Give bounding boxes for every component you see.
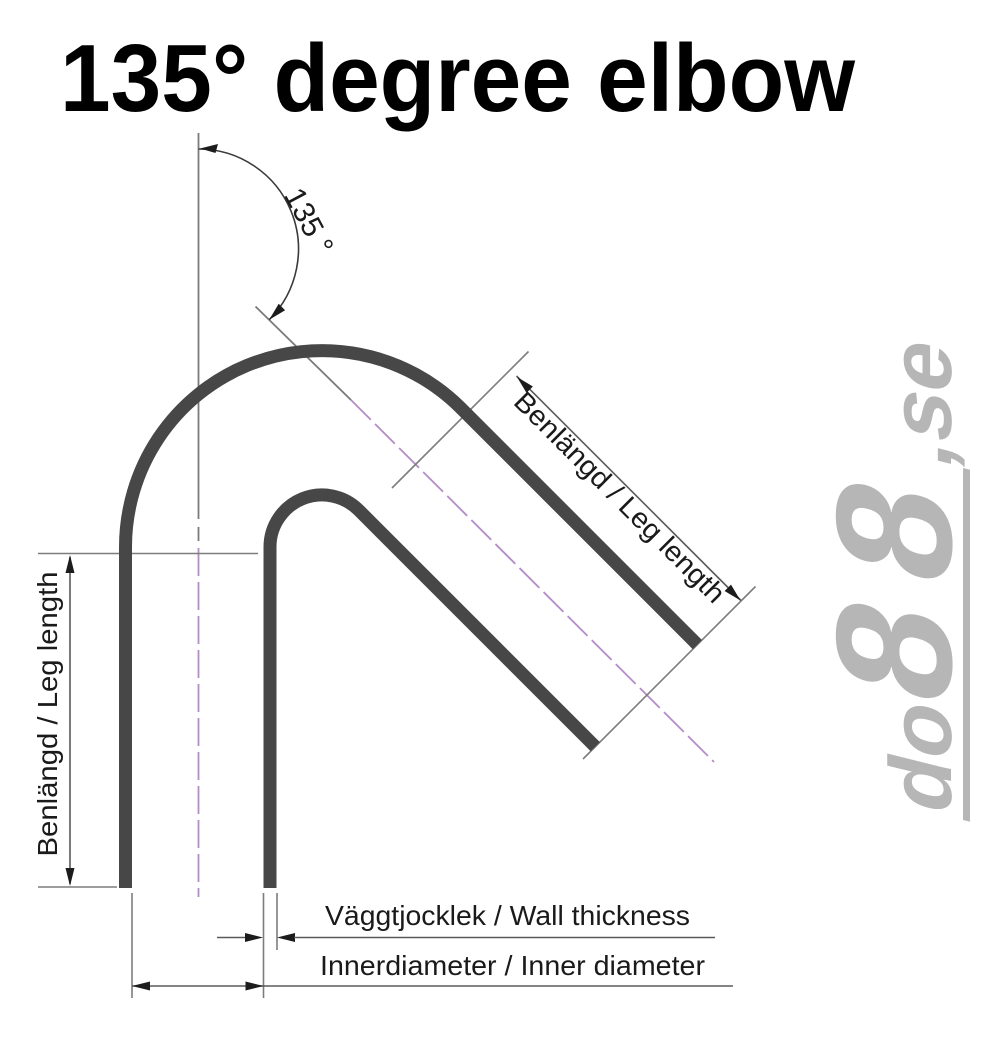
watermark-underline	[963, 467, 970, 822]
arrow-right-outward-icon	[245, 981, 264, 991]
arrow-up-icon	[65, 555, 75, 573]
extension-lines	[38, 350, 757, 998]
wall-thickness-dimension: Väggtjocklek / Wall thickness	[217, 900, 715, 942]
arrow-right-icon	[245, 933, 263, 942]
pipe-outer-wall	[119, 344, 702, 888]
wall-thickness-label: Väggtjocklek / Wall thickness	[325, 900, 690, 931]
inner-diameter-dimension: Innerdiameter / Inner diameter	[132, 950, 733, 991]
diagonal-leg-start-tick	[391, 350, 530, 489]
page-title: 135° degree elbow	[60, 25, 855, 132]
diagonal-centerline	[350, 399, 715, 763]
angle-arc	[198, 148, 300, 321]
inner-diameter-label: Innerdiameter / Inner diameter	[320, 950, 705, 981]
arrow-down-right-icon	[724, 584, 741, 601]
left-leg-label: Benlängd / Leg length	[32, 572, 63, 857]
angle-label: 135 °	[277, 183, 339, 261]
arrow-up-left-icon	[517, 377, 533, 393]
pipe-inner-wall	[263, 488, 600, 888]
left-leg-dimension: Benlängd / Leg length	[32, 555, 75, 886]
diagonal-leg-end-face	[582, 585, 757, 760]
arrow-left-icon	[277, 933, 295, 942]
angle-arrow-top-icon	[200, 144, 218, 153]
elbow-pipe	[119, 344, 702, 888]
angle-arrow-bottom-icon	[269, 303, 286, 320]
watermark-logo: do 88 ,se	[801, 328, 986, 822]
watermark-88: 88	[801, 433, 986, 719]
angle-dimension: 135 °	[198, 144, 339, 321]
arrow-down-icon	[65, 868, 75, 886]
arrow-left-outward-icon	[132, 981, 150, 991]
watermark-do: do	[871, 690, 969, 822]
watermark-se: ,se	[871, 328, 969, 475]
diagonal-leg-dimension-line	[515, 375, 742, 602]
